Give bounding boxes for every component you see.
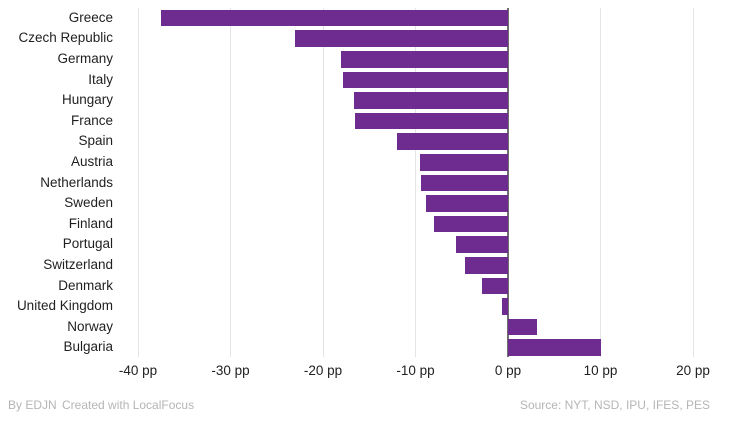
x-gridline [692,8,694,357]
bar-germany [340,51,508,68]
category-label-greece: Greece [68,9,113,25]
category-label-norway: Norway [67,318,113,334]
bar-portugal [456,236,508,253]
bar-finland [434,215,508,233]
category-label-germany: Germany [57,51,113,66]
x-axis-tick-label: -20 pp [303,363,343,378]
category-label-switzerland: Switzerland [43,257,113,272]
bar-norway [508,318,537,336]
bar-france [355,112,508,130]
bar-czech-republic [295,30,508,47]
chart-footer: By EDJN Created with LocalFocus Source: … [0,398,730,416]
bar-netherlands [421,174,508,192]
x-gridline [322,8,324,357]
bar-bulgaria [508,339,602,356]
localfocus-credit-link[interactable]: Created with LocalFocus [62,398,195,412]
bar-switzerland [465,257,508,274]
category-label-finland: Finland [68,215,113,231]
category-label-united-kingdom: United Kingdom [16,298,113,314]
category-label-netherlands: Netherlands [40,174,113,190]
bar-italy [343,71,508,89]
source-text: Source: NYT, NSD, IPU, IFES, PES [519,398,710,412]
bar-united-kingdom [501,298,508,315]
byline-text: By EDJN [8,398,57,412]
x-axis-tick-label: -10 pp [396,363,435,378]
category-label-sweden: Sweden [64,195,113,211]
category-label-france: France [70,112,113,128]
category-label-hungary: Hungary [61,92,113,108]
bar-spain [397,133,508,150]
x-axis-tick-label: 10 pp [583,363,618,378]
category-label-bulgaria: Bulgaria [63,339,113,355]
category-label-italy: Italy [88,71,113,87]
x-axis-tick-label: -40 pp [118,363,158,378]
bar-denmark [482,277,508,295]
x-axis-tick-label: -30 pp [211,363,250,378]
category-label-austria: Austria [70,154,113,169]
zero-axis-line [507,8,509,357]
bar-hungary [354,92,508,109]
category-label-denmark: Denmark [58,277,113,293]
x-axis-tick-label: 0 pp [494,363,522,378]
bar-austria [420,154,508,171]
x-gridline [137,8,139,357]
bar-sweden [425,195,508,212]
category-label-portugal: Portugal [62,236,113,252]
x-gridline [600,8,601,357]
x-gridline [415,8,416,357]
category-label-spain: Spain [78,133,113,149]
x-axis-tick-label: 20 pp [676,363,710,378]
category-label-czech-republic: Czech Republic [18,30,113,46]
x-gridline [230,8,231,357]
bar-greece [161,9,508,27]
